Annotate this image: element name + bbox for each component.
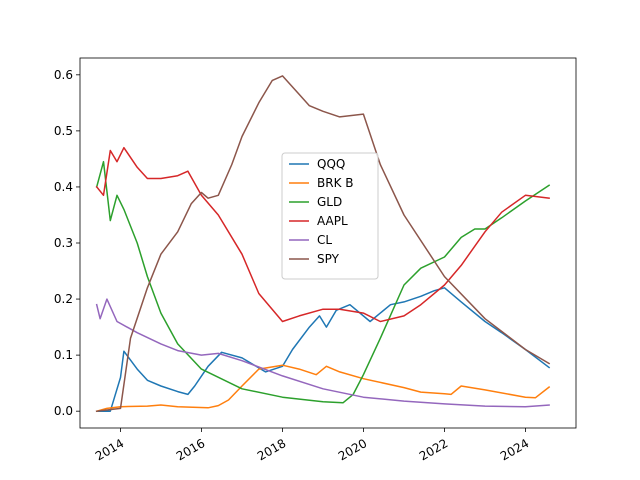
legend-frame: [281, 152, 379, 280]
legend-label: AAPL: [317, 214, 348, 228]
series-line-brk-b: [95, 364, 551, 413]
legend-label: GLD: [317, 195, 342, 209]
legend-label: QQQ: [317, 157, 345, 171]
y-tick-label: 0.1: [54, 348, 73, 362]
y-tick-label: 0.6: [54, 68, 73, 82]
y-tick-label: 0.4: [54, 180, 73, 194]
series-line-cl: [95, 298, 550, 408]
legend-label: BRK B: [317, 176, 354, 190]
y-axis: 0.0 0.1 0.2 0.3 0.4 0.5 0.6: [54, 68, 80, 418]
series-line-aapl: [95, 146, 550, 323]
legend-label: SPY: [317, 252, 340, 266]
y-tick-label: 0.5: [54, 124, 73, 138]
series-line-gld: [95, 160, 551, 404]
series-layer: [95, 75, 551, 413]
legend-label: CL: [317, 233, 332, 247]
legend: QQQ BRK B GLD AAPL CL SPY: [281, 152, 379, 280]
series-line-spy: [95, 75, 551, 413]
y-tick-label: 0.0: [54, 404, 73, 418]
y-tick-label: 0.3: [54, 236, 73, 250]
y-tick-label: 0.2: [54, 292, 73, 306]
